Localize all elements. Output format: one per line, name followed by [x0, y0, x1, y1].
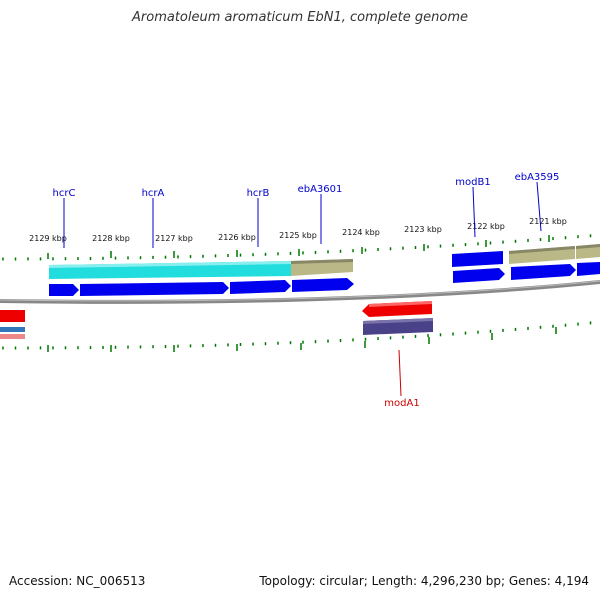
genome-backbone-highlight — [0, 280, 600, 302]
gene-modA1-arrow-shade — [369, 301, 432, 307]
inner-ruler-major-ticks — [47, 327, 557, 352]
inner-ruler-minor-ticks — [2, 321, 592, 350]
outer-ruler-minor-ticks — [2, 234, 592, 261]
gene-label-modB1[interactable]: modB1 — [455, 177, 490, 188]
tick-label: 2129 kbp — [29, 234, 67, 243]
gene-label-modA1[interactable]: modA1 — [384, 398, 419, 409]
tick-labels: 2129 kbp 2128 kbp 2127 kbp 2126 kbp 2125… — [29, 217, 567, 243]
gene-label-hcrB[interactable]: hcrB — [247, 188, 270, 199]
gene-ebA3595-arrow[interactable] — [511, 264, 576, 280]
gene-labels: hcrC hcrA hcrB ebA3601 modB1 ebA3595 mod… — [53, 172, 560, 409]
gene-label-ebA3595[interactable]: ebA3595 — [515, 172, 560, 183]
gene-label-hcrA[interactable]: hcrA — [142, 188, 165, 199]
tick-label: 2121 kbp — [529, 217, 567, 226]
gene-left-reverse-arrow[interactable] — [0, 310, 25, 322]
gene-label-hcrC[interactable]: hcrC — [53, 188, 76, 199]
accession-text: Accession: NC_006513 — [9, 574, 146, 588]
gene-modB1-arrow-lower[interactable] — [453, 268, 505, 283]
tick-label: 2125 kbp — [279, 231, 317, 240]
cds-ebA3601-shade — [291, 259, 353, 264]
rna-modA1-band-shade — [363, 318, 433, 324]
gene-next-arrow[interactable] — [577, 262, 600, 276]
cds-ebA3595-shade — [509, 246, 575, 254]
gene-left-band-pink[interactable] — [0, 334, 25, 339]
tick-label: 2128 kbp — [92, 234, 130, 243]
leader-modA1 — [398, 349, 402, 397]
leader-modB1 — [472, 186, 476, 238]
gene-modB1-arrow-upper[interactable] — [452, 251, 503, 267]
gene-label-leaders — [63, 181, 542, 397]
outer-ruler-major-ticks — [47, 235, 550, 259]
cds-next-shade — [576, 244, 600, 249]
gene-hcrC-arrow[interactable] — [49, 284, 79, 296]
gene-hcrB-arrow[interactable] — [230, 280, 291, 294]
cds-feature-band — [49, 244, 600, 279]
tick-label: 2127 kbp — [155, 234, 193, 243]
topology-text: Topology: circular; Length: 4,296,230 bp… — [259, 574, 589, 588]
tick-label: 2124 kbp — [342, 228, 380, 237]
gene-hcrA-arrow[interactable] — [80, 282, 229, 296]
gene-ebA3601-arrow[interactable] — [292, 278, 354, 292]
genome-backbone — [0, 280, 600, 304]
tick-label: 2126 kbp — [218, 233, 256, 242]
reverse-genes — [0, 301, 433, 339]
leader-ebA3595 — [536, 181, 542, 232]
forward-genes — [49, 251, 600, 296]
tick-label: 2123 kbp — [404, 225, 442, 234]
gene-left-band-blue[interactable] — [0, 327, 25, 332]
gene-label-ebA3601[interactable]: ebA3601 — [298, 184, 343, 195]
cds-hcr-operon-shade — [49, 261, 291, 268]
tick-label: 2122 kbp — [467, 222, 505, 231]
map-title: Aromatoleum aromaticum EbN1, complete ge… — [132, 10, 468, 25]
